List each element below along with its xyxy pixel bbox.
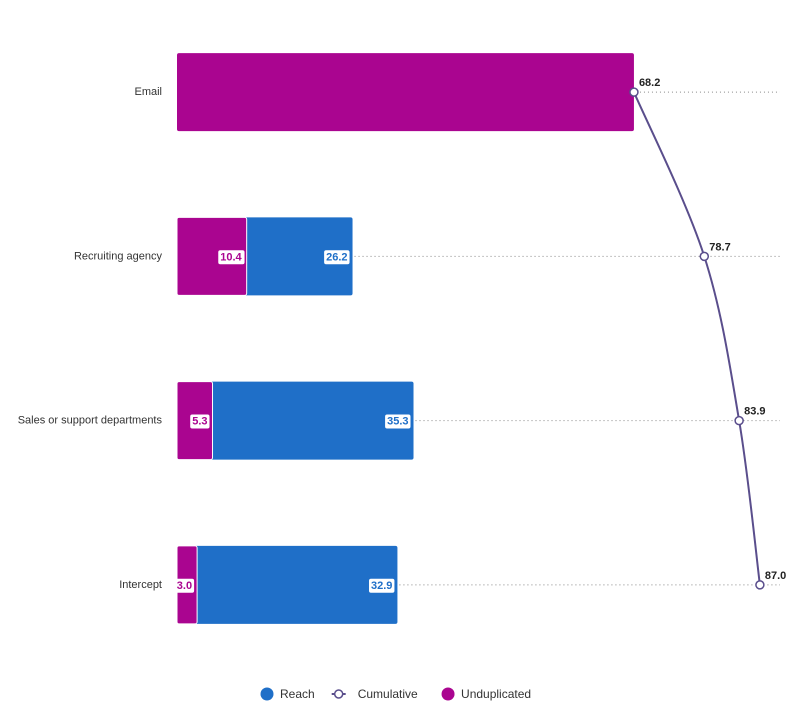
legend-marker <box>441 687 455 701</box>
legend: Reach Cumulative Unduplicated <box>260 687 531 701</box>
value-label: 32.9 <box>371 580 392 592</box>
unduplicated-bar <box>176 216 248 296</box>
cumulative-label: 78.7 <box>709 241 730 253</box>
reach-bar <box>177 545 398 624</box>
value-label: 10.4 <box>220 251 242 263</box>
value-label-box <box>174 578 195 593</box>
value-label-box <box>218 250 245 265</box>
cumulative-label: 83.9 <box>744 406 765 418</box>
value-label: 26.2 <box>326 251 347 263</box>
cumulative-label: 68.2 <box>639 77 660 89</box>
unduplicated-bar <box>177 53 634 132</box>
cumulative-point <box>734 415 744 426</box>
value-label-box <box>369 578 395 593</box>
value-label: 3.0 <box>177 580 192 592</box>
cumulative-point <box>699 251 710 262</box>
category-label: Intercept <box>119 579 162 591</box>
category-label: Sales or support departments <box>18 415 163 427</box>
value-label: 35.3 <box>387 416 408 428</box>
value-label-box <box>385 414 411 429</box>
legend-label: Reach <box>280 687 315 701</box>
legend-label: Unduplicated <box>461 687 531 701</box>
value-label-box <box>324 250 350 265</box>
value-label: 5.3 <box>192 416 207 428</box>
cumulative-point <box>629 87 639 97</box>
legend-marker <box>260 687 274 701</box>
category-label: Email <box>134 86 162 98</box>
reach-bar <box>177 381 414 460</box>
cumulative-point <box>755 580 765 590</box>
category-label: Recruiting agency <box>74 250 163 262</box>
cumulative-label: 87.0 <box>765 570 786 582</box>
legend-label: Cumulative <box>358 687 418 701</box>
legend-marker <box>333 689 344 699</box>
value-label-box <box>190 414 210 429</box>
cumulative-line <box>633 91 761 586</box>
